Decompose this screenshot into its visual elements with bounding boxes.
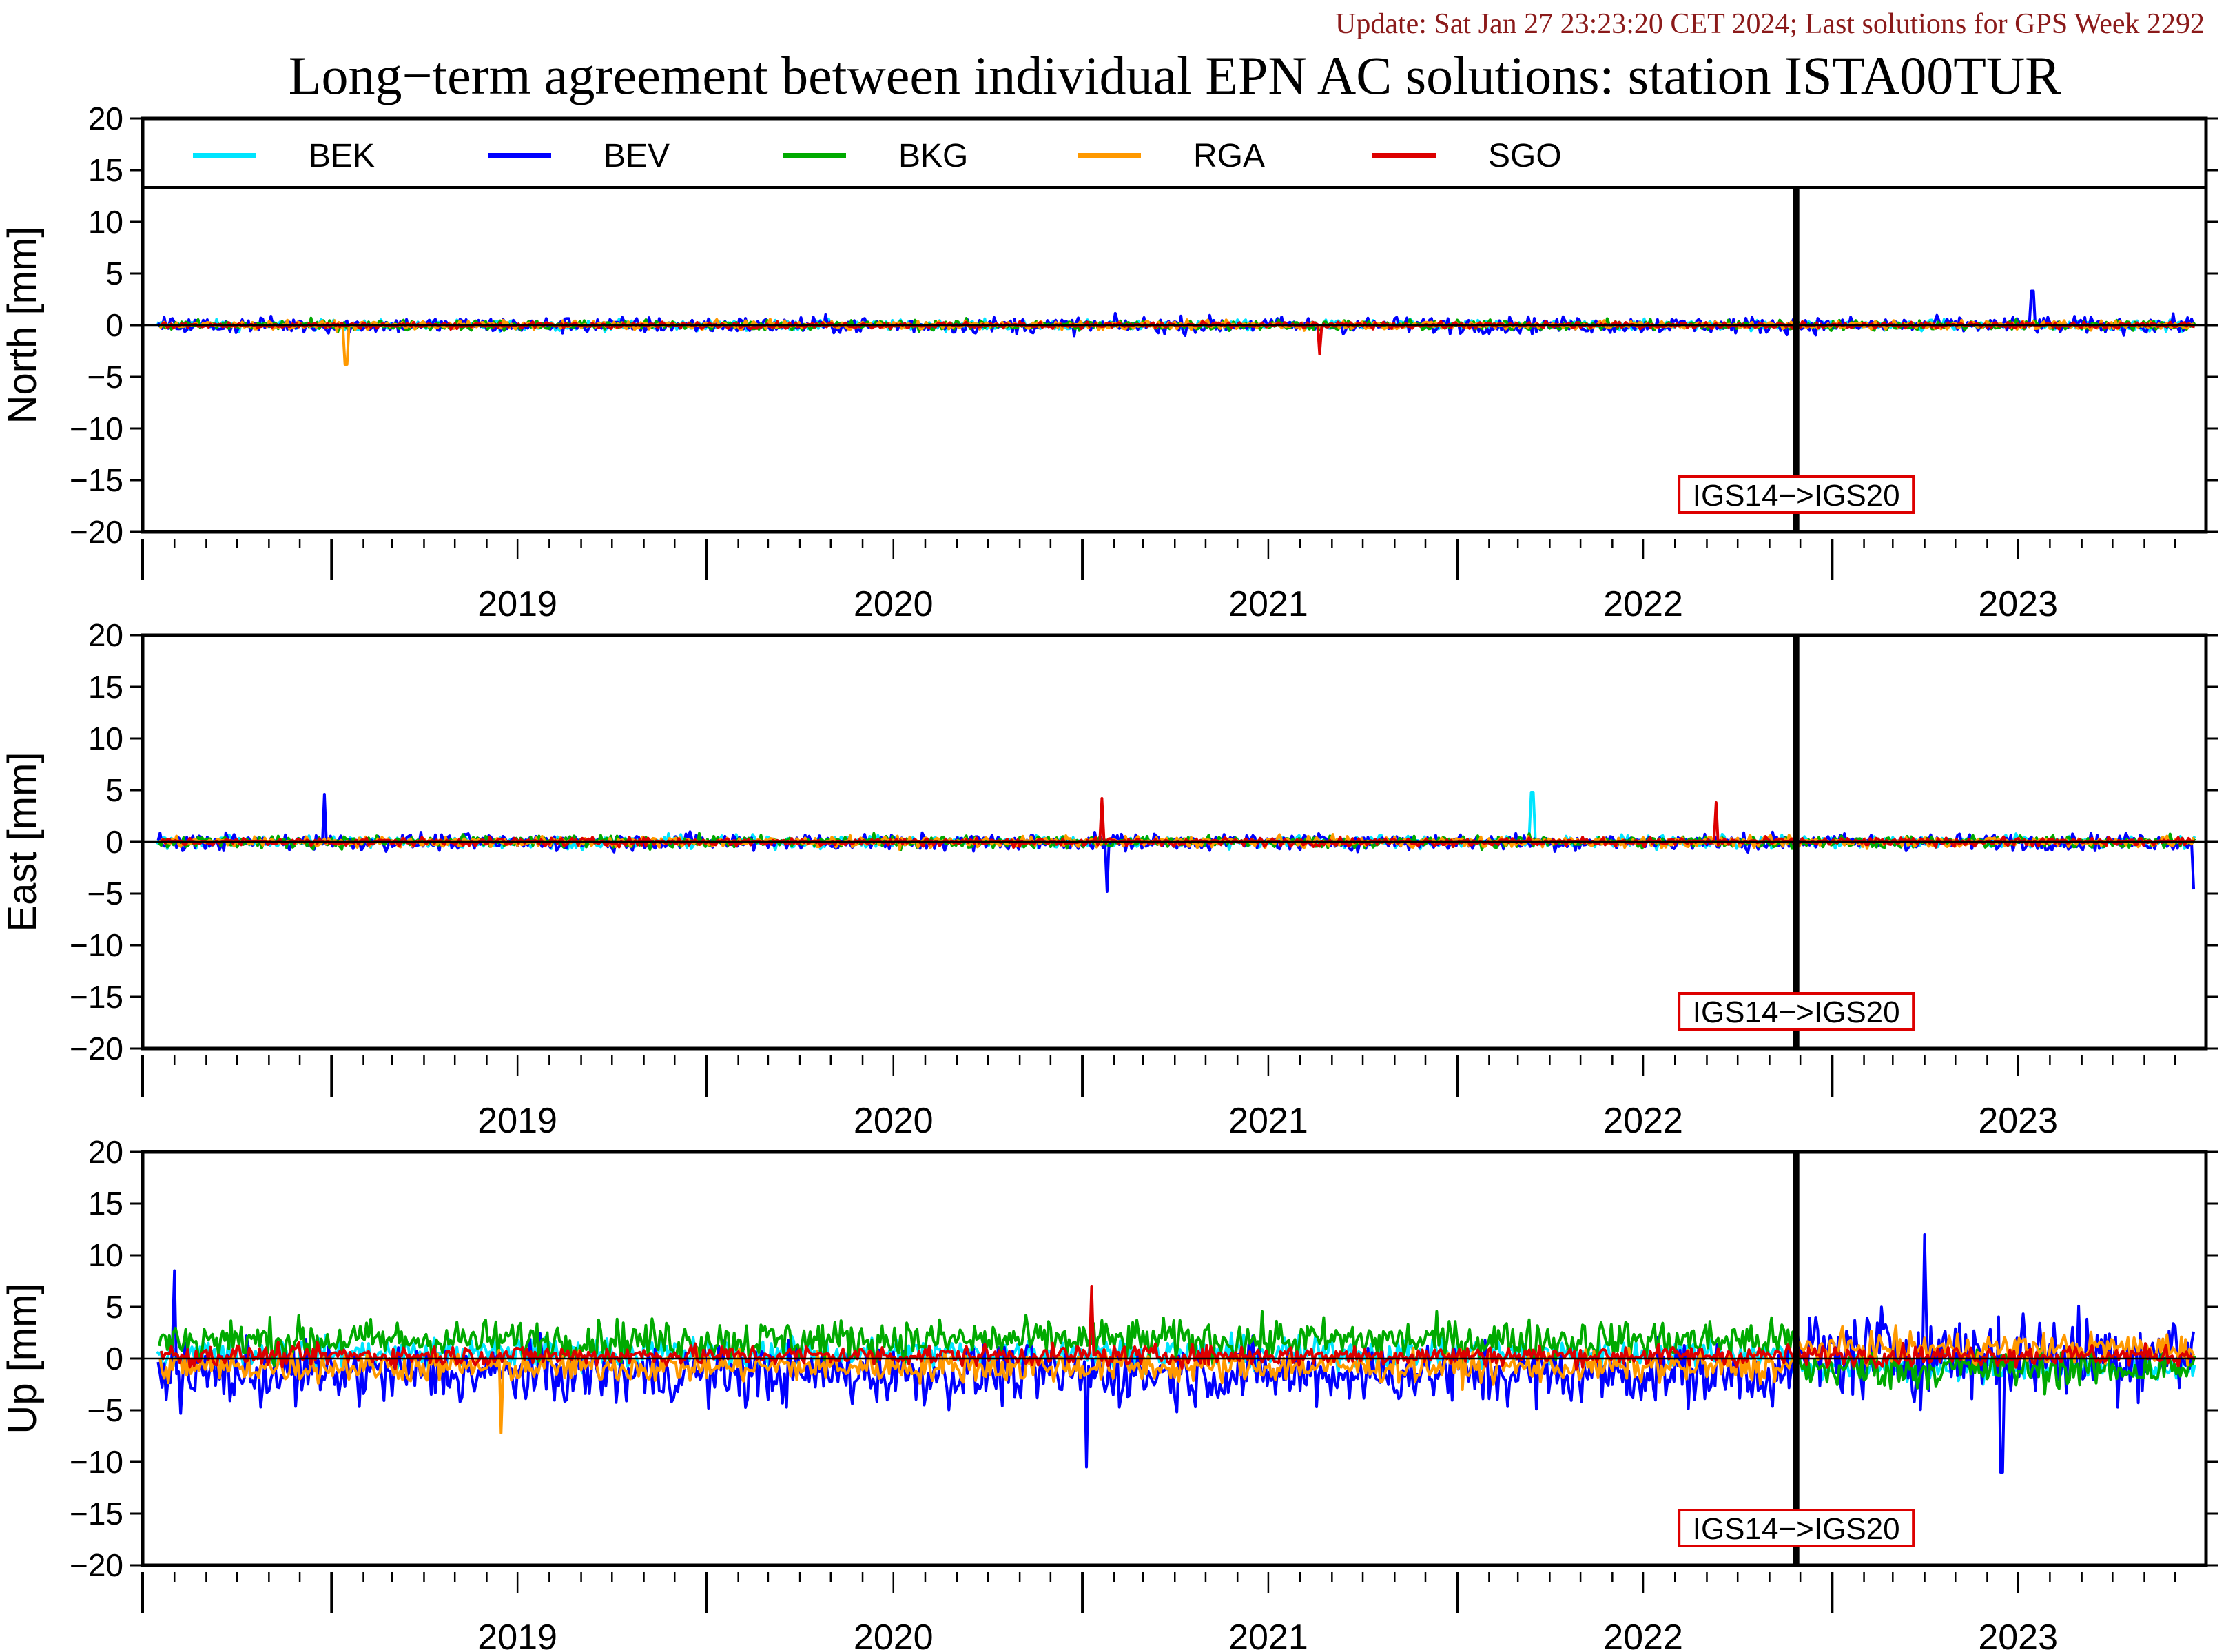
x-tick-label: 2023 bbox=[1978, 584, 2058, 624]
data-series-group bbox=[156, 1233, 2196, 1474]
y-tick-label: 0 bbox=[105, 824, 123, 860]
y-tick-label: −15 bbox=[70, 1496, 123, 1531]
y-tick-label: 15 bbox=[88, 669, 123, 705]
y-tick-label: −10 bbox=[70, 411, 123, 446]
legend-label-bev: BEV bbox=[604, 138, 670, 174]
x-tick-label: 2020 bbox=[854, 1101, 934, 1141]
y-axis-title: Up [mm] bbox=[0, 1283, 45, 1434]
data-series-group bbox=[156, 289, 2196, 366]
x-tick-label: 2020 bbox=[854, 1618, 934, 1652]
frame-change-label: IGS14−>IGS20 bbox=[1693, 1512, 1900, 1546]
y-tick-label: 20 bbox=[88, 101, 123, 136]
y-tick-label: −5 bbox=[87, 876, 123, 911]
y-tick-label: 5 bbox=[105, 256, 123, 291]
frame-change-label-box bbox=[1678, 475, 1915, 514]
frame-change-label: IGS14−>IGS20 bbox=[1693, 995, 1900, 1029]
y-tick-label: −20 bbox=[70, 1031, 123, 1066]
x-tick-label: 2021 bbox=[1228, 584, 1308, 624]
y-tick-label: 10 bbox=[88, 721, 123, 756]
y-tick-label: 15 bbox=[88, 1186, 123, 1221]
panel-north: IGS14−>IGS20 20 15 10 5 0 −5 −10 −15 −20 North [mm… bbox=[0, 101, 2218, 624]
y-tick-label: 20 bbox=[88, 1134, 123, 1170]
x-tick-label: 2020 bbox=[854, 584, 934, 624]
frame-change-label-box bbox=[1678, 992, 1915, 1031]
panel-east: IGS14−>IGS20 20 15 10 5 0 −5 −10 −15 −20 East [mm]… bbox=[0, 617, 2218, 1141]
x-tick-label: 2022 bbox=[1603, 1618, 1683, 1652]
legend-label-bkg: BKG bbox=[898, 138, 968, 174]
y-tick-label: 5 bbox=[105, 1289, 123, 1325]
y-tick-label: 5 bbox=[105, 772, 123, 808]
legend: BEK BEV BKG RGA SGO bbox=[143, 138, 2206, 189]
y-tick-label: −20 bbox=[70, 514, 123, 550]
y-tick-label: −10 bbox=[70, 927, 123, 963]
chart-title: Long−term agreement between individual E… bbox=[289, 45, 2061, 105]
panel-up: IGS14−>IGS20 20 15 10 5 0 −5 −10 −15 −20 Up [mm] 20… bbox=[0, 1134, 2218, 1652]
frame-change-label-box bbox=[1678, 1509, 1915, 1547]
y-tick-label: 15 bbox=[88, 152, 123, 188]
series-line-rga bbox=[158, 1324, 2195, 1434]
panels-container: IGS14−>IGS20 20 15 10 5 0 −5 −10 −15 −20 North [mm… bbox=[0, 101, 2218, 1652]
x-tick-label: 2021 bbox=[1228, 1618, 1308, 1652]
y-tick-label: −15 bbox=[70, 979, 123, 1015]
y-tick-label: 20 bbox=[88, 617, 123, 653]
y-tick-label: −5 bbox=[87, 1392, 123, 1428]
x-tick-label: 2019 bbox=[477, 1618, 557, 1652]
legend-label-rga: RGA bbox=[1193, 138, 1265, 174]
y-tick-label: −20 bbox=[70, 1547, 123, 1583]
y-tick-label: 0 bbox=[105, 1341, 123, 1376]
y-tick-label: 10 bbox=[88, 204, 123, 240]
x-tick-label: 2019 bbox=[477, 584, 557, 624]
x-tick-label: 2022 bbox=[1603, 584, 1683, 624]
x-tick-label: 2019 bbox=[477, 1101, 557, 1141]
y-tick-label: −15 bbox=[70, 462, 123, 498]
y-tick-label: −5 bbox=[87, 359, 123, 395]
y-tick-label: −10 bbox=[70, 1444, 123, 1480]
x-tick-label: 2023 bbox=[1978, 1618, 2058, 1652]
frame-change-label: IGS14−>IGS20 bbox=[1693, 479, 1900, 513]
y-tick-label: 10 bbox=[88, 1237, 123, 1273]
update-text: Update: Sat Jan 27 23:23:20 CET 2024; La… bbox=[1335, 8, 2205, 40]
x-tick-label: 2023 bbox=[1978, 1101, 2058, 1141]
x-tick-label: 2021 bbox=[1228, 1101, 1308, 1141]
legend-label-bek: BEK bbox=[309, 138, 375, 174]
legend-label-sgo: SGO bbox=[1488, 138, 1562, 174]
y-axis-title: North [mm] bbox=[0, 227, 45, 424]
y-tick-label: 0 bbox=[105, 307, 123, 343]
y-axis-title: East [mm] bbox=[0, 752, 45, 931]
x-tick-label: 2022 bbox=[1603, 1101, 1683, 1141]
